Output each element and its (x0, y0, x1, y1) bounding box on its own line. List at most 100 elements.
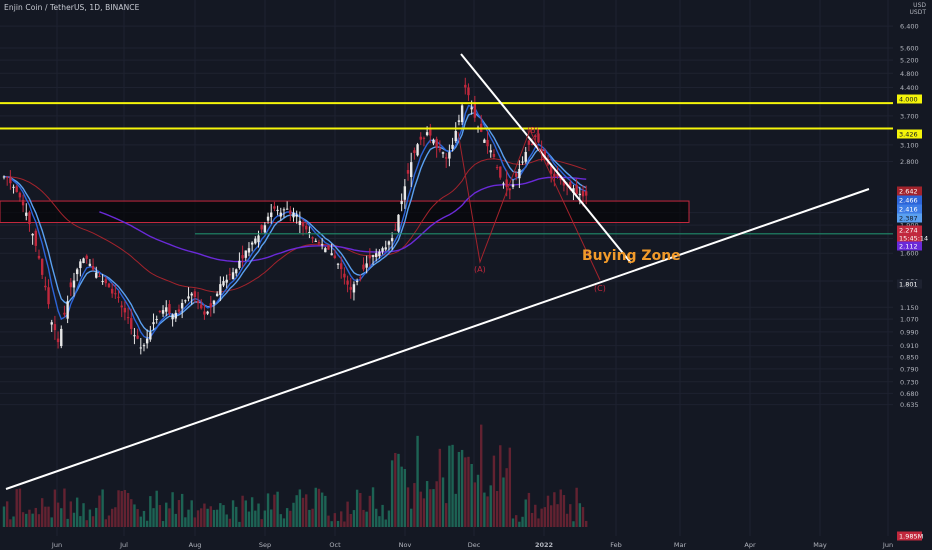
volume-bar (524, 499, 527, 527)
candle-body (95, 272, 98, 278)
volume-bar (142, 510, 146, 527)
candle-body (422, 137, 426, 139)
descending-trendline[interactable] (460, 53, 632, 264)
candle-body (126, 317, 130, 319)
volume-bar (66, 518, 69, 527)
volume-bar (75, 497, 79, 527)
price-tag-label: 1.985M (899, 533, 923, 541)
candle-body (247, 248, 251, 253)
price-tag-label: 2.642 (899, 188, 918, 196)
candle-body (375, 253, 378, 258)
candle-body (184, 300, 187, 302)
price-tag-bg (897, 225, 922, 235)
volume-bar (410, 508, 413, 527)
price-tag-label: 2.387 (899, 215, 918, 223)
candle-body (15, 186, 18, 193)
candle-body (511, 184, 515, 187)
volume-bar (502, 477, 505, 527)
volume-bar (190, 500, 193, 527)
volume-bar (126, 492, 130, 527)
volume-bar (285, 508, 289, 527)
candle-body (114, 293, 117, 295)
x-tick-label: Mar (674, 541, 687, 549)
candle-body (359, 277, 362, 279)
candle-body (540, 148, 543, 154)
volume-bar (21, 512, 25, 527)
candle-body (75, 269, 79, 275)
candle-body (187, 296, 190, 299)
currency-usd: USD (913, 2, 926, 9)
volume-bar (136, 509, 139, 527)
volume-bar (34, 507, 38, 527)
candle-body (279, 212, 282, 217)
candle-body (543, 150, 547, 159)
candle-body (457, 120, 461, 122)
candle-body (521, 161, 524, 163)
x-tick-label: Nov (399, 541, 412, 549)
candle-body (448, 152, 451, 159)
buying-zone-box (0, 200, 690, 224)
volume-bar (231, 500, 235, 527)
candle-body (527, 140, 531, 145)
candle-body (400, 201, 403, 205)
volume-bar (301, 497, 305, 527)
candle-body (47, 287, 50, 305)
y-tick-label: 1.600 (900, 250, 919, 258)
price-tag-label: 3.426 (899, 131, 918, 139)
volume-bar (72, 512, 76, 527)
candle-body (486, 139, 489, 147)
volume-bar (486, 496, 489, 527)
volume-bar (559, 489, 562, 527)
candle-body (464, 84, 467, 88)
volume-bar (219, 503, 222, 527)
volume-bar (534, 504, 537, 527)
volume-bar (171, 492, 174, 527)
candle-body (397, 214, 400, 232)
candle-body (225, 279, 228, 283)
volume-bar (82, 503, 85, 527)
candle-body (292, 212, 295, 218)
y-tick-label: 2.800 (900, 158, 919, 166)
volume-bar (320, 492, 324, 527)
volume-bar (476, 474, 480, 527)
price-tag-bg (897, 531, 922, 541)
volume-bar (553, 492, 556, 527)
volume-bar (540, 508, 543, 527)
candle-body (241, 255, 244, 259)
candle-body (222, 281, 225, 286)
candle-body (425, 132, 429, 136)
volume-bar (448, 445, 451, 527)
moving-averages (3, 104, 587, 339)
volume-bar (15, 489, 18, 527)
volume-bar (527, 492, 531, 527)
currency-usdt: USDT (909, 9, 927, 16)
candle-body (238, 260, 241, 268)
currency-label: USD USDT (910, 2, 927, 16)
candle-body (416, 144, 419, 156)
price-tag-label: 2.466 (899, 197, 918, 205)
volume-bar (2, 506, 6, 527)
candle-body (273, 206, 276, 209)
volume-bar (88, 509, 92, 527)
x-tick-label: Dec (468, 541, 481, 549)
candle-body (368, 255, 372, 259)
volume-bar (292, 502, 295, 527)
volume-bar (432, 489, 435, 527)
volume-bar (12, 516, 15, 527)
volume-bar (483, 492, 486, 527)
y-tick-label: 0.635 (900, 401, 919, 409)
volume-bar (279, 514, 282, 527)
volume-bar (343, 521, 346, 527)
candle-body (537, 133, 540, 143)
candle-body (50, 322, 53, 325)
volume-bar (413, 483, 416, 527)
ascending-trendline[interactable] (5, 188, 870, 490)
candle-body (25, 212, 28, 216)
volume-bar (101, 489, 104, 527)
volume-bar (266, 493, 270, 527)
volume-bar (543, 507, 547, 527)
volume-bar (537, 518, 540, 527)
price-tag-bg (897, 186, 922, 196)
